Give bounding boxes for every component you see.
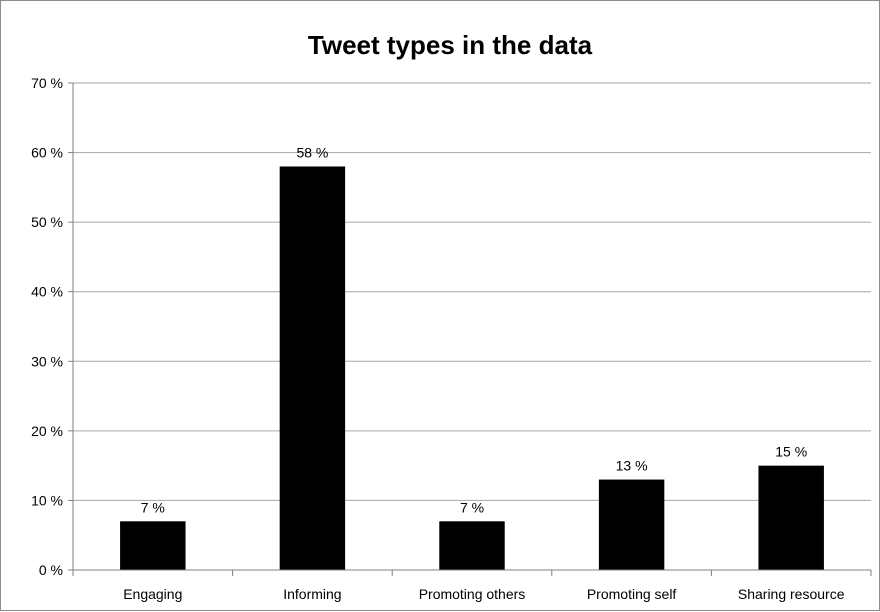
bar-1 — [279, 166, 346, 570]
axes — [72, 83, 872, 576]
data-label: 15 % — [775, 444, 807, 460]
data-label: 13 % — [616, 458, 648, 474]
y-tick-label: 0 % — [39, 562, 63, 578]
bar-0 — [120, 521, 186, 570]
y-tick-label: 30 % — [31, 353, 63, 369]
chart-title: Tweet types in the data — [308, 30, 593, 60]
y-tick-label: 40 % — [31, 284, 63, 300]
bar-4 — [758, 465, 824, 570]
data-label: 7 % — [141, 499, 165, 515]
bar-2 — [439, 521, 505, 570]
y-tick-label: 70 % — [31, 75, 63, 91]
bars — [120, 166, 824, 570]
y-axis-ticks: 0 % 10 % 20 % 30 % 40 % 50 % 60 % 70 % — [31, 75, 73, 578]
data-label: 7 % — [460, 499, 484, 515]
y-tick-label: 10 % — [31, 492, 63, 508]
gridlines — [73, 82, 871, 501]
y-tick-label: 50 % — [31, 214, 63, 230]
x-category-label: Promoting self — [587, 586, 677, 602]
x-axis-categories: Engaging Informing Promoting others Promoti… — [123, 586, 845, 602]
x-category-label: Sharing resource — [738, 586, 845, 602]
x-category-label: Informing — [283, 586, 341, 602]
bar-3 — [598, 479, 665, 570]
y-tick-label: 60 % — [31, 145, 63, 161]
x-category-label: Promoting others — [419, 586, 526, 602]
data-labels: 7 % 58 % 7 % 13 % 15 % — [141, 144, 807, 515]
y-tick-label: 20 % — [31, 423, 63, 439]
data-label: 58 % — [296, 144, 328, 160]
x-category-label: Engaging — [123, 586, 182, 602]
